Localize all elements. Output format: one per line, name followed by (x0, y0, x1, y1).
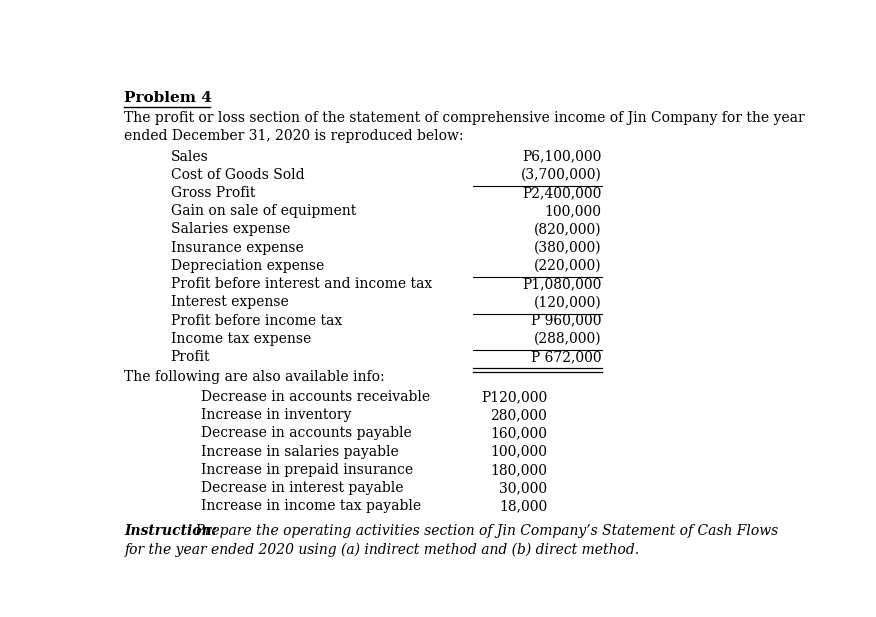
Text: Profit before income tax: Profit before income tax (171, 313, 342, 328)
Text: ended December 31, 2020 is reproduced below:: ended December 31, 2020 is reproduced be… (124, 128, 464, 143)
Text: Increase in salaries payable: Increase in salaries payable (201, 445, 399, 458)
Text: (288,000): (288,000) (534, 332, 602, 346)
Text: Cost of Goods Sold: Cost of Goods Sold (171, 168, 304, 182)
Text: (120,000): (120,000) (534, 296, 602, 310)
Text: (3,700,000): (3,700,000) (521, 168, 602, 182)
Text: Gross Profit: Gross Profit (171, 186, 255, 200)
Text: (220,000): (220,000) (534, 259, 602, 273)
Text: Profit: Profit (171, 350, 210, 364)
Text: 160,000: 160,000 (491, 426, 548, 441)
Text: P6,100,000: P6,100,000 (522, 149, 602, 164)
Text: Insurance expense: Insurance expense (171, 241, 303, 255)
Text: The profit or loss section of the statement of comprehensive income of Jin Compa: The profit or loss section of the statem… (124, 110, 805, 125)
Text: Depreciation expense: Depreciation expense (171, 259, 324, 273)
Text: P 960,000: P 960,000 (531, 313, 602, 328)
Text: P120,000: P120,000 (481, 390, 548, 404)
Text: Decrease in accounts receivable: Decrease in accounts receivable (201, 390, 430, 404)
Text: 30,000: 30,000 (499, 481, 548, 495)
Text: Income tax expense: Income tax expense (171, 332, 311, 346)
Text: Gain on sale of equipment: Gain on sale of equipment (171, 204, 356, 218)
Text: Increase in income tax payable: Increase in income tax payable (201, 499, 421, 513)
Text: 280,000: 280,000 (491, 408, 548, 422)
Text: 180,000: 180,000 (491, 463, 548, 477)
Text: The following are also available info:: The following are also available info: (124, 370, 385, 384)
Text: 100,000: 100,000 (545, 204, 602, 218)
Text: Increase in prepaid insurance: Increase in prepaid insurance (201, 463, 413, 477)
Text: Decrease in interest payable: Decrease in interest payable (201, 481, 404, 495)
Text: Interest expense: Interest expense (171, 296, 288, 310)
Text: P1,080,000: P1,080,000 (522, 277, 602, 291)
Text: Sales: Sales (171, 149, 208, 164)
Text: (380,000): (380,000) (534, 241, 602, 255)
Text: Instruction:: Instruction: (124, 524, 217, 539)
Text: (820,000): (820,000) (534, 223, 602, 236)
Text: for the year ended 2020 using (a) indirect method and (b) direct method.: for the year ended 2020 using (a) indire… (124, 542, 639, 557)
Text: 100,000: 100,000 (491, 445, 548, 458)
Text: Salaries expense: Salaries expense (171, 223, 290, 236)
Text: P2,400,000: P2,400,000 (522, 186, 602, 200)
Text: Decrease in accounts payable: Decrease in accounts payable (201, 426, 412, 441)
Text: Increase in inventory: Increase in inventory (201, 408, 351, 422)
Text: P 672,000: P 672,000 (531, 350, 602, 364)
Text: Profit before interest and income tax: Profit before interest and income tax (171, 277, 432, 291)
Text: 18,000: 18,000 (499, 499, 548, 513)
Text: Prepare the operating activities section of Jin Company’s Statement of Cash Flow: Prepare the operating activities section… (191, 524, 778, 539)
Text: Problem 4: Problem 4 (124, 91, 212, 105)
